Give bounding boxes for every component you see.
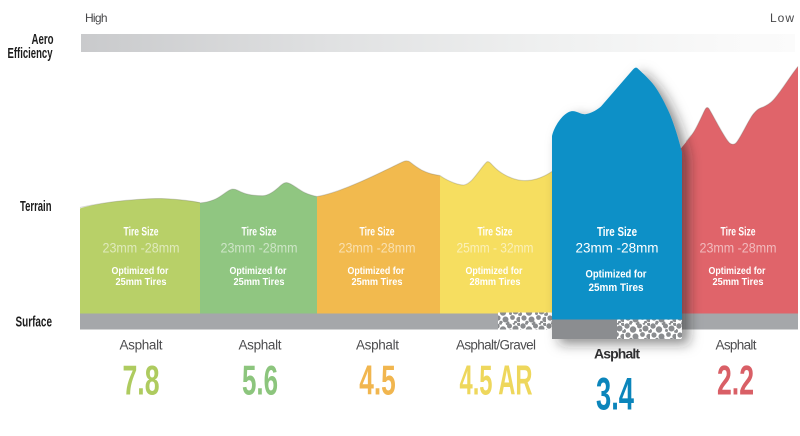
svg-text:Optimized for: Optimized for xyxy=(230,265,287,277)
svg-text:5.6: 5.6 xyxy=(242,357,278,404)
svg-text:Tire Size: Tire Size xyxy=(124,227,159,239)
svg-text:23mm -28mm: 23mm -28mm xyxy=(576,241,659,257)
svg-text:25mm Tires: 25mm Tires xyxy=(589,282,644,294)
svg-text:Tire Size: Tire Size xyxy=(242,227,277,239)
svg-text:4.5: 4.5 xyxy=(359,357,396,404)
svg-text:Tire Size: Tire Size xyxy=(478,227,513,239)
svg-text:25mm - 32mm: 25mm - 32mm xyxy=(457,241,534,256)
svg-text:23mm -28mm: 23mm -28mm xyxy=(339,241,416,256)
svg-text:2.2: 2.2 xyxy=(717,357,754,404)
svg-text:Tire Size: Tire Size xyxy=(721,227,756,239)
svg-text:Efficiency: Efficiency xyxy=(8,46,53,62)
svg-text:Asphalt: Asphalt xyxy=(594,346,640,362)
svg-text:4.5 AR: 4.5 AR xyxy=(460,357,533,404)
svg-text:23mm -28mm: 23mm -28mm xyxy=(700,241,777,256)
svg-text:3.4: 3.4 xyxy=(596,369,634,420)
svg-text:Optimized for: Optimized for xyxy=(709,265,766,277)
svg-text:Tire Size: Tire Size xyxy=(360,227,395,239)
svg-text:Optimized for: Optimized for xyxy=(466,265,523,277)
svg-text:Tire Size: Tire Size xyxy=(597,224,637,239)
svg-text:25mm Tires: 25mm Tires xyxy=(352,276,403,288)
svg-text:High: High xyxy=(85,11,108,25)
svg-text:Optimized for: Optimized for xyxy=(586,269,648,281)
svg-text:28mm Tires: 28mm Tires xyxy=(470,276,521,288)
svg-text:25mm Tires: 25mm Tires xyxy=(713,276,764,288)
svg-text:25mm Tires: 25mm Tires xyxy=(234,276,285,288)
svg-text:Aero: Aero xyxy=(32,32,54,48)
svg-text:Terrain: Terrain xyxy=(20,198,52,215)
svg-text:Asphalt: Asphalt xyxy=(356,338,399,353)
svg-text:Low: Low xyxy=(770,11,794,25)
svg-text:7.8: 7.8 xyxy=(123,357,160,404)
svg-text:Optimized for: Optimized for xyxy=(112,265,169,277)
svg-text:Surface: Surface xyxy=(16,314,53,331)
svg-text:Asphalt/Gravel: Asphalt/Gravel xyxy=(456,338,536,353)
svg-text:Optimized for: Optimized for xyxy=(348,265,405,277)
svg-text:Asphalt: Asphalt xyxy=(120,338,163,353)
svg-text:23mm -28mm: 23mm -28mm xyxy=(103,241,180,256)
svg-text:Asphalt: Asphalt xyxy=(239,338,282,353)
svg-text:Asphalt: Asphalt xyxy=(716,338,757,353)
svg-text:25mm Tires: 25mm Tires xyxy=(116,276,167,288)
svg-text:23mm -28mm: 23mm -28mm xyxy=(221,241,298,256)
